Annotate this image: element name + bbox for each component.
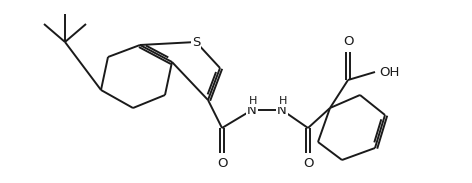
Text: N: N [247,104,257,117]
Text: H: H [279,96,287,106]
Text: O: O [343,35,353,48]
Text: OH: OH [379,66,399,79]
Text: H: H [249,96,257,106]
Text: S: S [192,36,200,48]
Text: O: O [303,157,313,170]
Text: O: O [217,157,227,170]
Text: N: N [277,104,287,117]
